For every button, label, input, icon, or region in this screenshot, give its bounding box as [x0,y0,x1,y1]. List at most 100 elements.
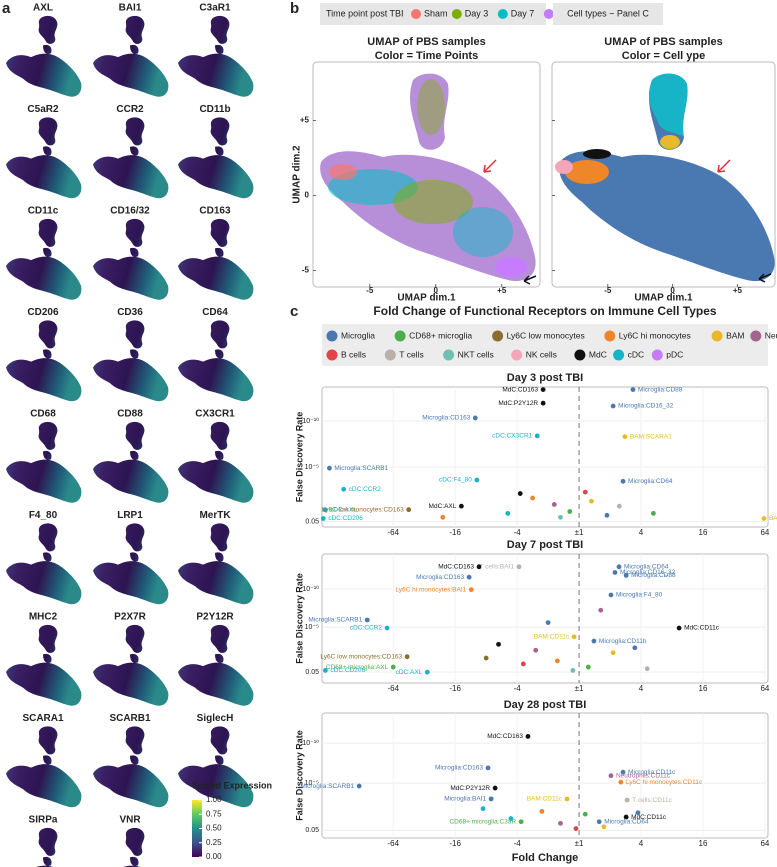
x-axis-label: Fold Change [512,852,579,864]
point [582,811,588,817]
point [406,507,412,513]
point-label: Microglia:CD16_32 [618,403,674,410]
point [622,434,628,440]
x-tick-label: -5 [366,286,374,295]
legend-swatch [651,349,663,361]
marker-title: VNR [119,815,141,826]
point [589,498,594,504]
legend-swatch [511,349,523,361]
point [496,641,501,647]
point [323,668,328,673]
point-label: T cells:CD11c [632,797,673,804]
legend-label: Microglia [341,330,375,340]
point-label: Microglia:CD64 [604,818,649,825]
point [466,574,472,580]
x-tick-label: 0 [434,286,439,295]
colorbar-tick-label: 0.25 [206,838,222,847]
legend-label: B cells [341,349,366,359]
umap-thumbnail [93,523,169,605]
point [623,572,629,578]
y-axis-label: UMAP dim.2 [292,145,303,204]
x-tick-label: 4 [639,684,644,693]
point [620,769,626,775]
legend-label: Day 3 [465,8,489,18]
point [582,489,588,495]
colorbar-tick-label: 0.50 [206,824,222,833]
legend-label: Neutrophils [765,330,777,340]
umap-thumbnail [6,827,82,867]
point [585,664,591,670]
arrow [523,275,537,285]
point-label: BAM:CD11c [527,796,563,803]
point [356,783,362,789]
point [472,415,478,421]
umap-thumbnail [178,624,254,706]
point-label: cDC:CCR2 [349,486,382,493]
x-tick-label: 4 [639,528,644,537]
point-label: Ly6C low monocytes:CD163 [320,653,402,660]
plot-frame [321,712,769,839]
legend-box [322,324,768,366]
x-tick-label: -16 [449,684,461,693]
point [601,824,607,830]
x-tick-label: 4 [639,839,644,848]
legend-label: pDC [666,349,683,359]
point-label: BAM:CD11c [534,634,570,641]
marker-title: CD88 [117,409,143,420]
point-label: CD68+ microglia:C3aR [449,818,516,825]
point [525,734,531,739]
point-label: Microglia:CD64 [624,564,669,571]
marker-title: CCR2 [116,104,144,115]
point-label: cDC:AXL [396,669,423,676]
legend-label: NK cells [526,349,557,359]
umap-thumbnail [93,320,169,402]
marker-title: CD11c [28,206,59,217]
legend-swatch [750,330,762,342]
legend-swatch [384,349,396,361]
marker-title: SiglecH [197,713,234,724]
y-axis-label: False Discovery Rate [294,573,304,664]
point-label: Neutrophils:CD11c [616,772,671,779]
legend-swatch [451,9,462,19]
colorbar-tick-label: 0.00 [206,852,222,861]
marker-title: CD64 [202,307,228,318]
panel-letter: b [290,0,299,17]
point [676,625,682,631]
point [540,400,546,406]
point-label: MdC:CD163 [438,564,474,571]
point [458,503,464,509]
x-tick-label: -64 [387,839,399,848]
marker-title: LRP1 [117,510,143,521]
point [327,465,332,471]
point-label: Microglia:CD88 [638,386,683,393]
point-label: Microglia:CD163 [435,765,483,772]
point-label: Microglia:SCARB1 [308,617,362,624]
point [554,658,560,664]
point [596,819,602,825]
point [591,638,597,644]
point-label: Microglia:F4_80 [616,592,663,599]
point [623,814,629,820]
legend-label: BAM [726,330,744,340]
point-label: cDC:CX3CR1 [492,433,532,440]
umap-thumbnail [93,117,169,199]
marker-title: C5aR2 [27,104,59,115]
point [540,387,546,393]
legend-title: Time point post TBI [326,8,404,18]
legend-label: CD68+ microglia [409,330,472,340]
point-label: MdC:AXL [429,503,457,510]
umap-cloud-celltype [555,73,775,282]
point-label: BAM:VNR [769,515,777,522]
point [505,510,511,516]
point [508,816,514,821]
point-label: cDC:CD206 [328,515,363,522]
arrow [717,159,731,173]
point [610,403,616,409]
point-label: Microglia:BAI1 [444,796,486,803]
point-label: MdC:P2Y12R [498,400,538,407]
marker-title: C3aR1 [199,3,231,14]
point [618,779,624,785]
marker-title: CD68 [30,409,56,420]
legend-label: Sham [424,8,448,18]
point-label: Microglia:CD16_32 [620,569,676,576]
